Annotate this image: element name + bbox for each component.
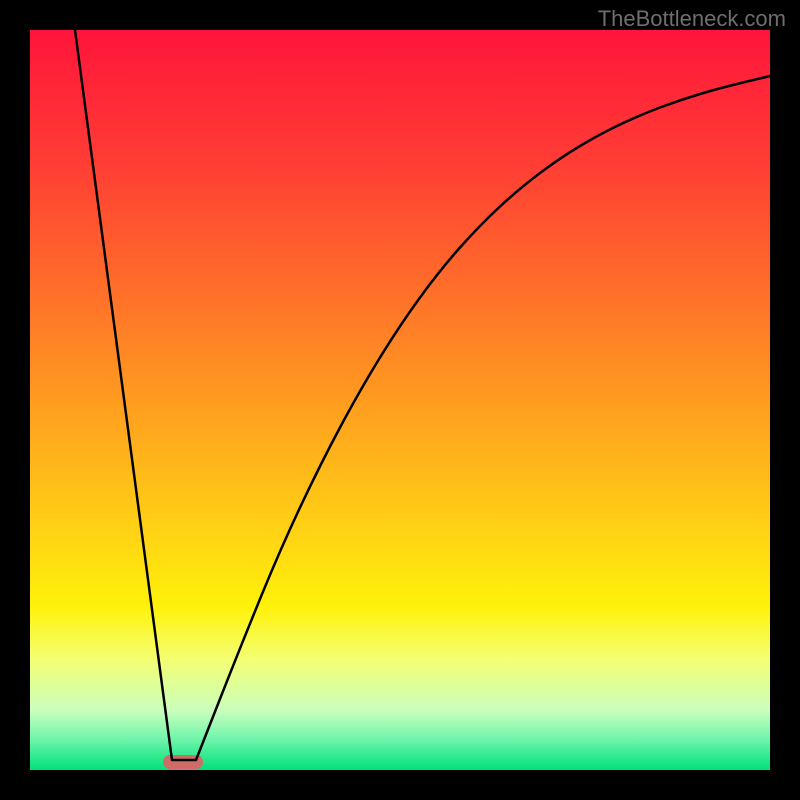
chart-container: TheBottleneck.com: [0, 0, 800, 800]
plot-background: [30, 30, 770, 770]
bottleneck-chart: [0, 0, 800, 800]
watermark-text: TheBottleneck.com: [598, 6, 786, 32]
